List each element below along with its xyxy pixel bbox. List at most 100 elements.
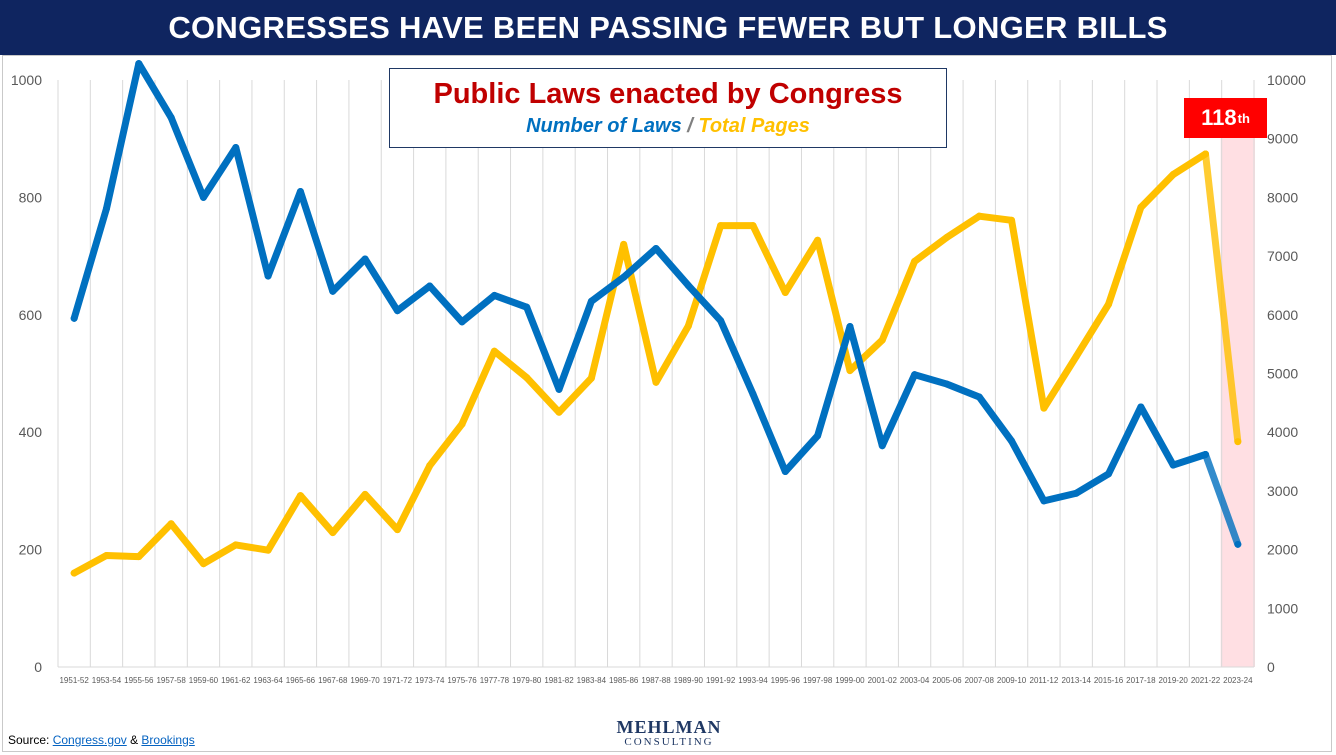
- data-point-number-of-laws: [458, 318, 466, 326]
- chart-title: Public Laws enacted by Congress: [433, 78, 903, 110]
- data-point-number-of-laws: [1137, 403, 1145, 411]
- y-right-tick-label: 6000: [1267, 307, 1298, 323]
- data-point-total-pages: [232, 541, 240, 549]
- legend-separator: /: [681, 115, 699, 137]
- data-point-total-pages: [781, 288, 789, 296]
- highlight-band-118: [1220, 138, 1255, 667]
- x-tick-label: 1983-84: [577, 676, 607, 685]
- y-left-tick-label: 1000: [11, 72, 42, 88]
- x-tick-label: 1967-68: [318, 676, 348, 685]
- x-tick-label: 1957-58: [156, 676, 186, 685]
- x-tick-label: 2015-16: [1094, 676, 1124, 685]
- data-point-total-pages: [587, 374, 595, 382]
- x-tick-label: 2023-24: [1223, 676, 1253, 685]
- data-point-number-of-laws: [1008, 437, 1016, 445]
- series-segment-118-total-pages: [1202, 150, 1242, 446]
- data-point-number-of-laws: [878, 442, 886, 450]
- x-tick-label: 1997-98: [803, 676, 833, 685]
- data-point-number-of-laws: [846, 323, 854, 331]
- data-point-total-pages: [135, 553, 143, 561]
- data-point-number-of-laws: [749, 390, 757, 398]
- data-point-number-of-laws: [167, 114, 175, 122]
- data-point-total-pages: [329, 529, 337, 537]
- x-tick-label: 2011-12: [1030, 676, 1059, 685]
- x-tick-label: 1959-60: [189, 676, 219, 685]
- page-title: CONGRESSES HAVE BEEN PASSING FEWER BUT L…: [168, 9, 1168, 45]
- data-point-number-of-laws: [781, 468, 789, 476]
- data-point-number-of-laws: [555, 385, 563, 393]
- x-tick-label: 2007-08: [965, 676, 995, 685]
- data-point-total-pages: [1008, 216, 1016, 224]
- data-point-number-of-laws: [1040, 497, 1048, 505]
- x-tick-label: 1987-88: [641, 676, 671, 685]
- x-tick-label: 1989-90: [674, 676, 704, 685]
- x-tick-label: 1953-54: [92, 676, 122, 685]
- y-right-tick-label: 4000: [1267, 424, 1298, 440]
- chart-title-box: Public Laws enacted by Congress Number o…: [389, 68, 947, 148]
- data-point-total-pages: [490, 347, 498, 355]
- data-point-number-of-laws: [911, 371, 919, 379]
- data-point-number-of-laws: [717, 317, 725, 325]
- data-point-total-pages: [1105, 300, 1113, 308]
- x-tick-label: 2003-04: [900, 676, 930, 685]
- x-tick-label: 1985-86: [609, 676, 639, 685]
- series-line-number-of-laws: [70, 60, 1210, 505]
- congress-suffix: th: [1237, 110, 1250, 126]
- data-point-number-of-laws: [975, 393, 983, 401]
- data-point-number-of-laws: [1169, 461, 1177, 469]
- x-tick-label: 2001-02: [868, 676, 898, 685]
- mehlman-logo: MEHLMAN CONSULTING: [614, 718, 724, 749]
- data-point-number-of-laws: [652, 244, 660, 252]
- source-prefix: Source:: [8, 733, 53, 747]
- chart-subtitle: Number of Laws / Total Pages: [390, 115, 946, 138]
- data-point-total-pages: [199, 560, 207, 568]
- data-point-number-of-laws: [1072, 489, 1080, 497]
- data-point-total-pages: [1072, 352, 1080, 360]
- data-point-total-pages: [846, 367, 854, 375]
- data-point-total-pages: [296, 492, 304, 500]
- data-point-number-of-laws: [232, 144, 240, 152]
- data-point-number-of-laws: [620, 273, 628, 281]
- data-point-total-pages: [167, 520, 175, 528]
- data-point-total-pages: [1234, 438, 1242, 446]
- y-left-tick-label: 600: [19, 307, 43, 323]
- y-right-tick-label: 2000: [1267, 542, 1298, 558]
- data-point-number-of-laws: [361, 255, 369, 263]
- x-tick-label: 2021-22: [1191, 676, 1221, 685]
- x-tick-label: 1963-64: [253, 676, 283, 685]
- data-point-total-pages: [264, 546, 272, 554]
- x-tick-label: 2013-14: [1062, 676, 1092, 685]
- data-point-number-of-laws: [393, 307, 401, 315]
- data-point-number-of-laws: [1202, 451, 1210, 459]
- data-point-total-pages: [555, 408, 563, 416]
- data-point-number-of-laws: [587, 297, 595, 305]
- data-point-number-of-laws: [1234, 540, 1242, 548]
- data-point-number-of-laws: [199, 193, 207, 201]
- data-point-total-pages: [684, 322, 692, 330]
- source-link-brookings[interactable]: Brookings: [141, 733, 195, 747]
- data-point-number-of-laws: [684, 281, 692, 289]
- data-point-number-of-laws: [329, 287, 337, 295]
- y-right-tick-label: 0: [1267, 659, 1275, 675]
- data-point-total-pages: [749, 222, 757, 230]
- x-tick-label: 1951-52: [59, 676, 89, 685]
- x-tick-label: 1977-78: [480, 676, 510, 685]
- chart-frame: [2, 55, 1332, 752]
- data-point-total-pages: [943, 233, 951, 241]
- y-left-tick-label: 800: [19, 189, 43, 205]
- y-left-tick-label: 400: [19, 424, 43, 440]
- x-tick-label: 2019-20: [1159, 676, 1189, 685]
- data-point-total-pages: [426, 462, 434, 470]
- data-point-total-pages: [652, 378, 660, 386]
- data-point-total-pages: [814, 236, 822, 244]
- source-link-congress[interactable]: Congress.gov: [52, 733, 127, 747]
- data-point-total-pages: [393, 526, 401, 534]
- data-point-total-pages: [878, 336, 886, 344]
- x-tick-label: 1993-94: [738, 676, 768, 685]
- logo-subtitle: CONSULTING: [624, 736, 714, 748]
- data-point-number-of-laws: [102, 205, 110, 213]
- data-point-total-pages: [102, 551, 110, 559]
- y-right-tick-label: 1000: [1267, 600, 1298, 616]
- data-point-total-pages: [717, 222, 725, 230]
